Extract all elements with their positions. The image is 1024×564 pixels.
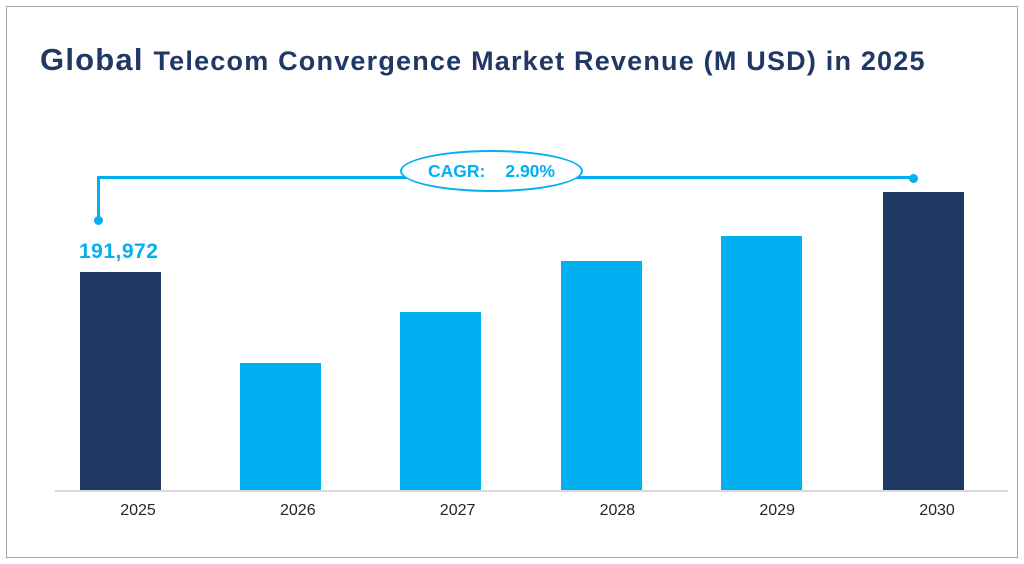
chart-title-rest: Telecom Convergence Market Revenue (M US… bbox=[153, 46, 926, 76]
bar-2027 bbox=[400, 312, 481, 490]
cagr-label: CAGR: bbox=[428, 160, 486, 181]
x-axis-label-2028: 2028 bbox=[599, 502, 636, 519]
x-axis-label-2030: 2030 bbox=[919, 502, 955, 519]
bar-2026 bbox=[240, 363, 321, 490]
cagr-badge: CAGR: 2.90% bbox=[400, 150, 583, 192]
data-label-2025: 191,972 bbox=[79, 240, 159, 263]
bar-2028 bbox=[561, 261, 642, 490]
chart-title: Global Telecom Convergence Market Revenu… bbox=[40, 42, 1005, 78]
bar-2029 bbox=[721, 236, 802, 490]
cagr-connector-drop-line bbox=[97, 176, 100, 218]
x-axis-label-2026: 2026 bbox=[280, 502, 316, 519]
x-axis-label-2025: 2025 bbox=[120, 502, 156, 519]
x-axis-label-2029: 2029 bbox=[759, 502, 795, 519]
chart-title-prefix: Global bbox=[40, 42, 154, 77]
bar-2030 bbox=[883, 192, 964, 490]
x-axis-line bbox=[55, 490, 1008, 492]
cagr-value: 2.90% bbox=[505, 160, 555, 181]
x-axis-label-2027: 2027 bbox=[439, 502, 476, 519]
connector-endpoint-dot-left bbox=[94, 216, 103, 225]
connector-endpoint-dot-right bbox=[909, 174, 918, 183]
bar-2025 bbox=[80, 272, 161, 490]
